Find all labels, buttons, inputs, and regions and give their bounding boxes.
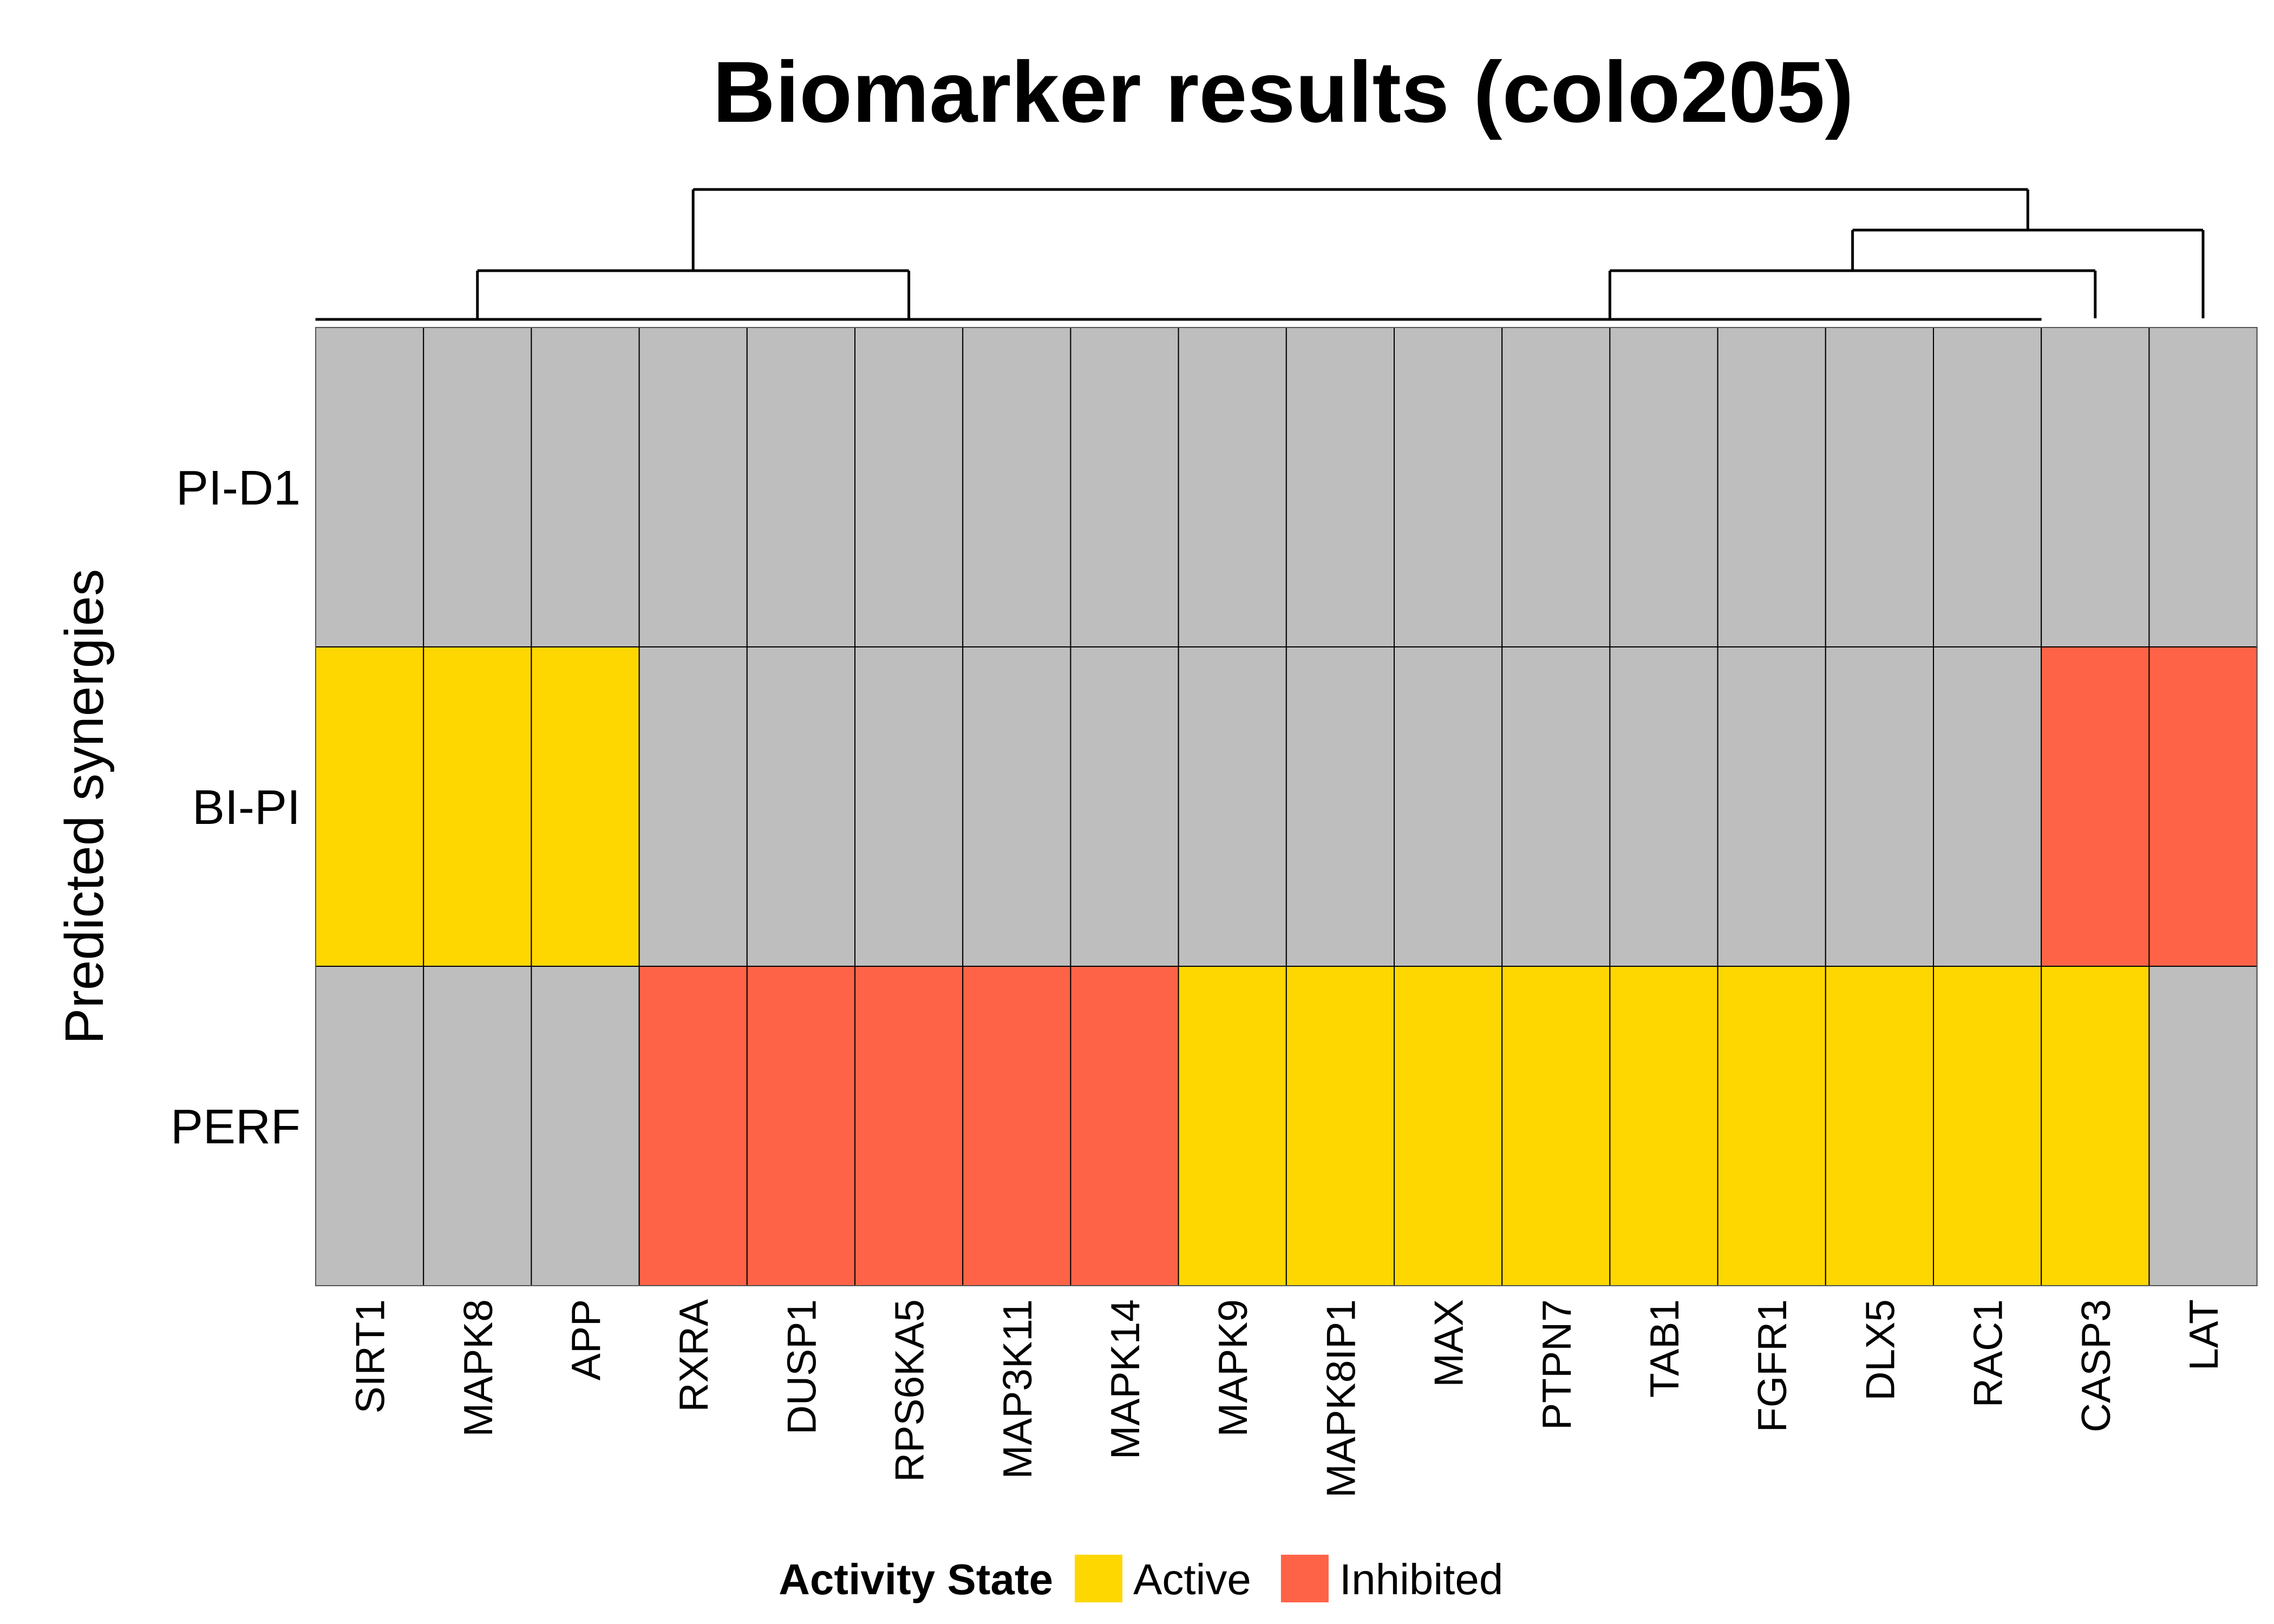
column-label: FGFR1 <box>1749 1299 1795 1432</box>
heatmap-cell-perf-sirt1 <box>315 966 424 1286</box>
heatmap-cell-perf-map3k11 <box>962 966 1071 1286</box>
heatmap-cell-perf-rxra <box>638 966 748 1286</box>
column-label: RAC1 <box>1965 1299 2011 1407</box>
row-label: PERF <box>171 1100 300 1154</box>
heatmap-cell-pi-d1-mapk9 <box>1178 327 1287 647</box>
column-label: RPS6KA5 <box>887 1299 932 1482</box>
column-label: MAPK9 <box>1210 1299 1256 1437</box>
heatmap-cell-bi-pi-mapk9 <box>1178 646 1287 967</box>
column-label: LAT <box>2181 1299 2226 1371</box>
heatmap-cell-pi-d1-dusp1 <box>746 327 856 647</box>
column-label: DUSP1 <box>779 1299 824 1435</box>
heatmap-cell-perf-mapk9 <box>1178 966 1287 1286</box>
heatmap-cell-pi-d1-tab1 <box>1609 327 1718 647</box>
column-label: CASP3 <box>2073 1299 2119 1432</box>
column-labels: SIRT1 MAPK8 APP RXRA DUSP1 RPS6KA5 MAP3K11 MAPK… <box>348 1299 2226 1498</box>
heatmap-cell-bi-pi-rac1 <box>1933 646 2042 967</box>
heatmap-cells <box>315 327 2258 1286</box>
heatmap-cell-perf-mapk8 <box>423 966 532 1286</box>
column-label: TAB1 <box>1642 1299 1687 1398</box>
column-label: MAX <box>1426 1299 1472 1387</box>
heatmap-cell-perf-mapk14 <box>1070 966 1179 1286</box>
heatmap-cell-perf-casp3 <box>2041 966 2150 1286</box>
legend-label-active: Active <box>1133 1555 1251 1603</box>
row-label: PI-D1 <box>176 461 300 515</box>
heatmap-cell-pi-d1-casp3 <box>2041 327 2150 647</box>
column-label: MAPK14 <box>1102 1299 1148 1459</box>
heatmap-cell-perf-mapk8ip1 <box>1285 966 1395 1286</box>
heatmap-cell-perf-rac1 <box>1933 966 2042 1286</box>
heatmap-cell-bi-pi-app <box>531 646 640 967</box>
heatmap-cell-bi-pi-fgfr1 <box>1717 646 1826 967</box>
heatmap-cell-bi-pi-map3k11 <box>962 646 1071 967</box>
heatmap-cell-pi-d1-map3k11 <box>962 327 1071 647</box>
column-label: APP <box>563 1299 609 1380</box>
column-label: SIRT1 <box>348 1299 393 1413</box>
column-label: MAP3K11 <box>995 1299 1040 1479</box>
heatmap-cell-perf-dusp1 <box>746 966 856 1286</box>
heatmap-cell-bi-pi-sirt1 <box>315 646 424 967</box>
column-label: PTPN7 <box>1534 1299 1579 1430</box>
legend: Activity State Active Inhibited <box>779 1555 1503 1603</box>
y-axis-label: Predicted synergies <box>54 569 115 1044</box>
column-label: MAPK8IP1 <box>1318 1299 1363 1498</box>
heatmap-cell-bi-pi-mapk14 <box>1070 646 1179 967</box>
heatmap-cell-bi-pi-ptpn7 <box>1501 646 1611 967</box>
row-labels: PI-D1 BI-PI PERF <box>171 461 300 1154</box>
heatmap-cell-perf-app <box>531 966 640 1286</box>
legend-title: Activity State <box>779 1555 1053 1603</box>
column-label: DLX5 <box>1857 1299 1903 1401</box>
heatmap-border <box>315 327 2258 1286</box>
heatmap-cell-pi-d1-mapk14 <box>1070 327 1179 647</box>
heatmap-cell-pi-d1-rxra <box>638 327 748 647</box>
legend-swatch-active <box>1075 1555 1122 1602</box>
heatmap-cell-bi-pi-lat <box>2148 646 2258 967</box>
heatmap-cell-pi-d1-app <box>531 327 640 647</box>
heatmap-cell-pi-d1-rps6ka5 <box>854 327 964 647</box>
heatmap-cell-bi-pi-max <box>1394 646 1503 967</box>
column-dendrogram <box>315 188 2205 321</box>
heatmap-cell-perf-lat <box>2148 966 2258 1286</box>
heatmap-cell-bi-pi-dlx5 <box>1825 646 1935 967</box>
heatmap-cell-perf-ptpn7 <box>1501 966 1611 1286</box>
legend-swatch-inhibited <box>1280 1555 1329 1602</box>
legend-label-inhibited: Inhibited <box>1339 1555 1503 1603</box>
heatmap-cell-perf-max <box>1394 966 1503 1286</box>
heatmap-cell-pi-d1-sirt1 <box>315 327 424 647</box>
heatmap-cell-bi-pi-rxra <box>638 646 748 967</box>
column-label: MAPK8 <box>455 1299 501 1437</box>
heatmap-cell-bi-pi-mapk8ip1 <box>1285 646 1395 967</box>
heatmap-cell-bi-pi-tab1 <box>1609 646 1718 967</box>
heatmap-cell-perf-tab1 <box>1609 966 1718 1286</box>
column-label: RXRA <box>671 1299 716 1412</box>
heatmap-cell-bi-pi-rps6ka5 <box>854 646 964 967</box>
chart-title: Biomarker results (colo205) <box>713 43 1854 140</box>
heatmap-cell-bi-pi-casp3 <box>2041 646 2150 967</box>
heatmap-cell-pi-d1-ptpn7 <box>1501 327 1611 647</box>
heatmap-cell-perf-rps6ka5 <box>854 966 964 1286</box>
heatmap-cell-pi-d1-dlx5 <box>1825 327 1935 647</box>
heatmap-cell-pi-d1-mapk8ip1 <box>1285 327 1395 647</box>
heatmap-cell-pi-d1-max <box>1394 327 1503 647</box>
heatmap-cell-bi-pi-mapk8 <box>423 646 532 967</box>
row-label: BI-PI <box>192 781 300 835</box>
heatmap-cell-perf-dlx5 <box>1825 966 1935 1286</box>
heatmap-cell-pi-d1-mapk8 <box>423 327 532 647</box>
heatmap-cell-pi-d1-lat <box>2148 327 2258 647</box>
heatmap-cell-pi-d1-fgfr1 <box>1717 327 1826 647</box>
heatmap-cell-bi-pi-dusp1 <box>746 646 856 967</box>
heatmap-cell-pi-d1-rac1 <box>1933 327 2042 647</box>
heatmap-cell-perf-fgfr1 <box>1717 966 1826 1286</box>
